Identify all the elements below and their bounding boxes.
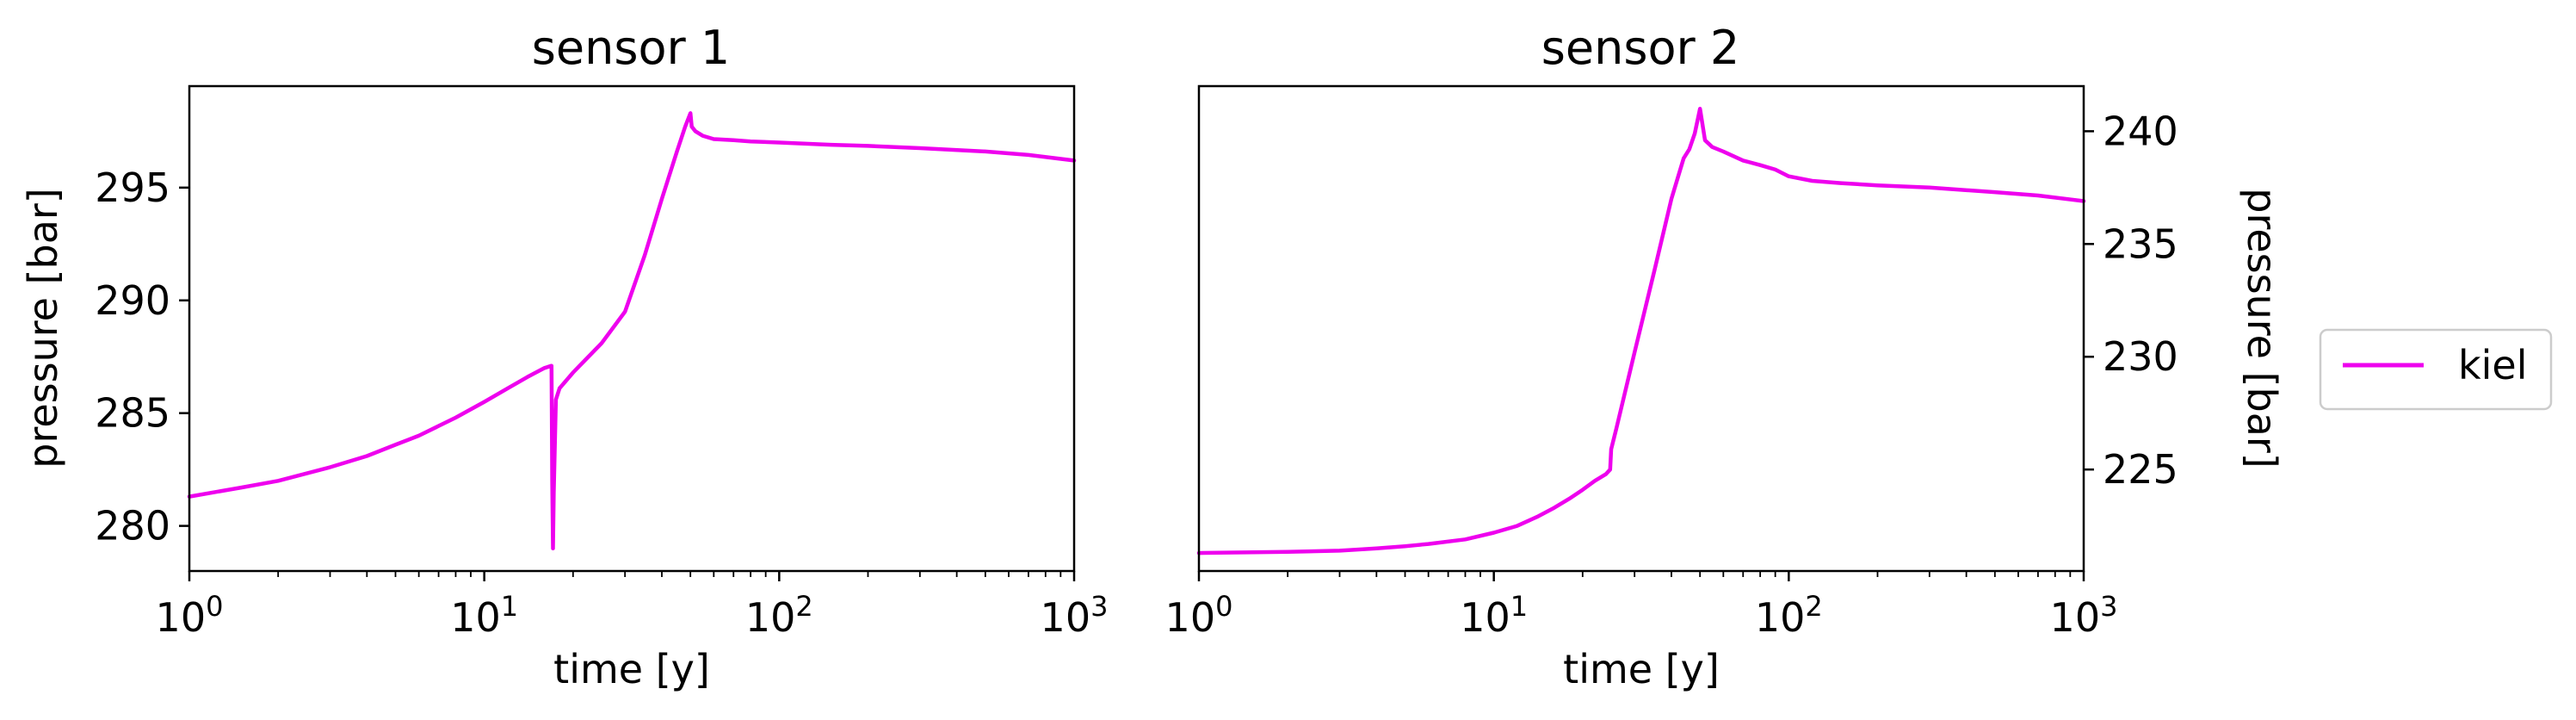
panel-2-xtick-label: 101 bbox=[1460, 590, 1528, 641]
panel-1-ylabel: pressure [bar] bbox=[20, 188, 66, 469]
panel-2-tick-layer: 100 101 102 103 225 230 235 240 bbox=[1165, 108, 2178, 641]
panel-2-xtick-label: 102 bbox=[1755, 590, 1823, 641]
panel-2-xtick-label: 103 bbox=[2050, 590, 2118, 641]
panel-sensor-1: sensor 1 100 101 102 103 280 285 290 295 time [… bbox=[20, 21, 1108, 692]
panel-2-ytick-label: 225 bbox=[2103, 446, 2178, 493]
panel-2-xlabel: time [y] bbox=[1563, 646, 1720, 692]
legend-label-kiel: kiel bbox=[2458, 342, 2528, 388]
panel-1-ytick-label: 280 bbox=[95, 503, 170, 549]
panel-1-ytick-label: 285 bbox=[95, 390, 170, 437]
panel-2-ylabel: pressure [bar] bbox=[2239, 188, 2285, 469]
panel-2-xtick-label: 100 bbox=[1165, 590, 1233, 641]
panel-1-ytick-label: 290 bbox=[95, 277, 170, 324]
panel-1-ytick-label: 295 bbox=[95, 164, 170, 211]
panel-2-series-line-kiel bbox=[1196, 106, 2086, 556]
panel-1-xtick-label: 103 bbox=[1041, 590, 1109, 641]
panel-1-title: sensor 1 bbox=[532, 21, 730, 75]
panel-2-ytick-label: 240 bbox=[2103, 108, 2178, 154]
panel-2-ytick-label: 235 bbox=[2103, 220, 2178, 267]
legend: kiel bbox=[2319, 328, 2553, 411]
legend-box bbox=[2319, 328, 2553, 411]
panel-sensor-2: sensor 2 100 101 102 103 225 230 235 240 time [… bbox=[1165, 21, 2285, 692]
panel-1-xtick-label: 100 bbox=[156, 590, 224, 641]
panel-1-xtick-label: 102 bbox=[745, 590, 813, 641]
panel-1-tick-layer: 100 101 102 103 280 285 290 295 bbox=[95, 164, 1108, 641]
panel-2-axes-frame bbox=[1197, 84, 2085, 573]
panel-1-xlabel: time [y] bbox=[553, 646, 710, 692]
panel-2-ytick-label: 230 bbox=[2103, 333, 2178, 380]
panel-1-series-layer bbox=[187, 111, 1077, 551]
panel-1-series-line-kiel bbox=[187, 111, 1077, 551]
panel-1-axes-frame bbox=[188, 84, 1076, 573]
panel-2-series-layer bbox=[1196, 106, 2086, 556]
panel-1-xtick-label: 101 bbox=[450, 590, 518, 641]
panel-2-title: sensor 2 bbox=[1541, 21, 1739, 75]
